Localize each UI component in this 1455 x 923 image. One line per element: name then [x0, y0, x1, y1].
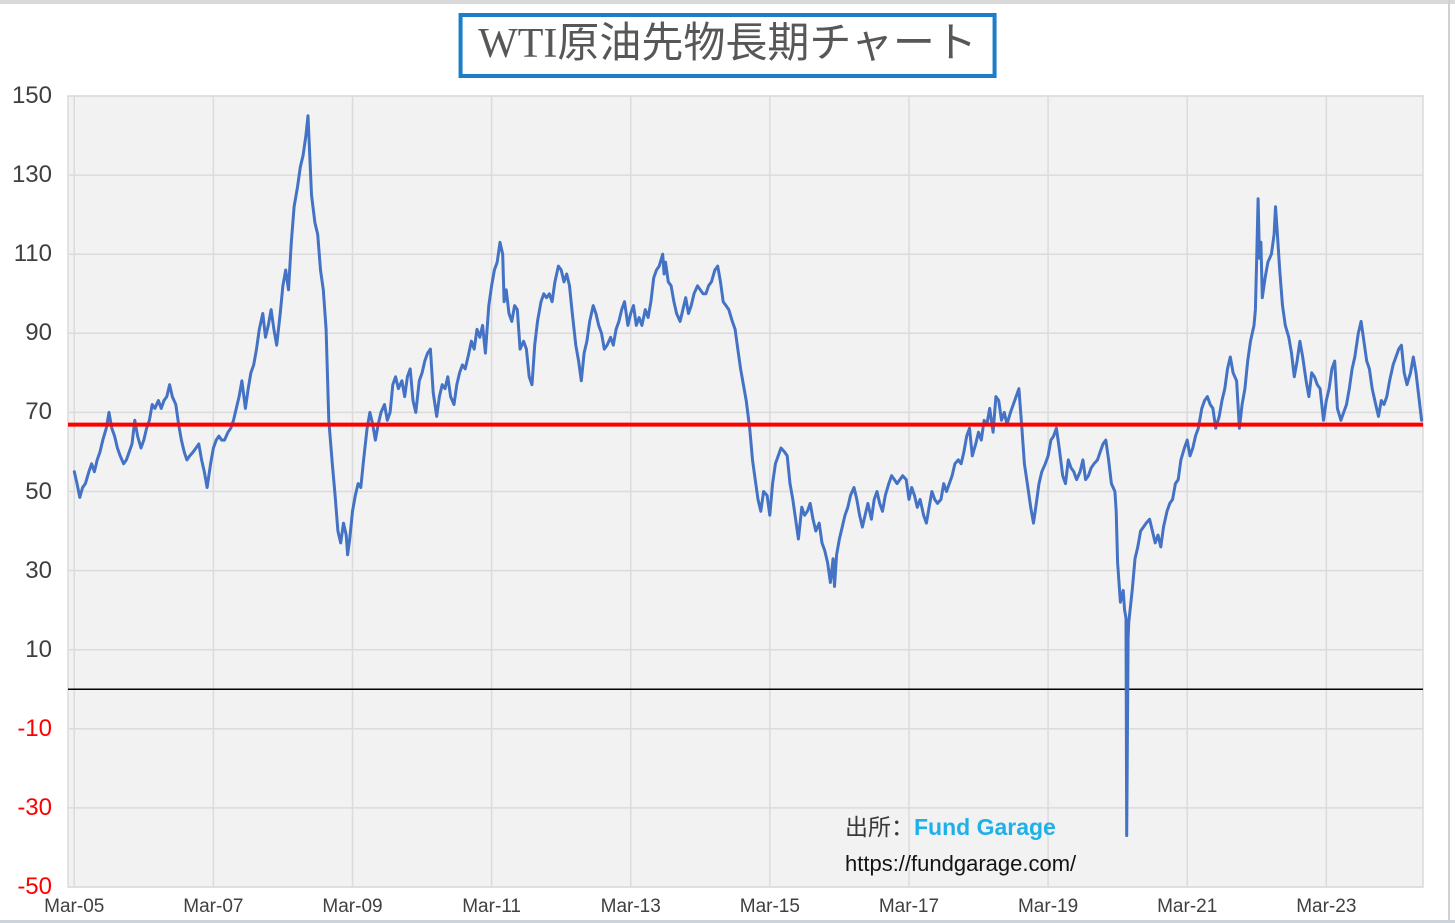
y-axis-tick-label: 130	[11, 161, 52, 189]
source-url: https://fundgarage.com/	[845, 851, 1077, 876]
y-axis-tick-label: 150	[11, 82, 52, 109]
x-axis-tick-label: Mar-17	[878, 896, 940, 917]
y-axis-tick-label: -10	[17, 714, 52, 742]
x-axis-tick-label: Mar-07	[183, 896, 244, 917]
x-axis-tick-label: Mar-19	[1017, 896, 1079, 917]
source-name: Fund Garage	[914, 814, 1056, 840]
window-border-top	[0, 0, 1455, 4]
x-axis-tick-label: Mar-11	[462, 896, 521, 917]
x-axis-tick-label: Mar-13	[600, 896, 661, 917]
x-axis-tick-label: Mar-09	[322, 896, 383, 917]
chart-title-box: WTI原油先物長期チャート	[458, 13, 997, 78]
y-axis-tick-label: 50	[25, 477, 52, 505]
y-axis-tick-label: -50	[17, 873, 52, 900]
price-line-series	[72, 114, 1424, 838]
x-axis-tick-label: Mar-15	[739, 896, 800, 917]
y-axis-tick-label: 90	[25, 319, 52, 347]
x-axis-tick-label: Mar-21	[1157, 896, 1218, 917]
x-axis-tick-label: Mar-05	[44, 896, 105, 917]
window-border-right	[1448, 0, 1450, 923]
source-attribution: 出所：Fund Garage https://fundgarage.com/	[845, 808, 1076, 877]
source-line: 出所：Fund Garage	[845, 808, 1076, 842]
x-axis-tick-label: Mar-23	[1296, 896, 1357, 917]
chart-title: WTI原油先物長期チャート	[478, 21, 977, 67]
y-axis-tick-label: 70	[25, 398, 52, 426]
y-axis-tick-label: 30	[25, 556, 52, 584]
y-axis-tick-label: 10	[25, 635, 52, 663]
plot-area-border	[67, 95, 1424, 888]
y-axis-tick-label: -30	[17, 793, 52, 821]
window-border-bottom	[0, 920, 1455, 923]
source-prefix-label: 出所：	[845, 814, 914, 840]
y-axis-tick-label: 110	[13, 240, 52, 268]
